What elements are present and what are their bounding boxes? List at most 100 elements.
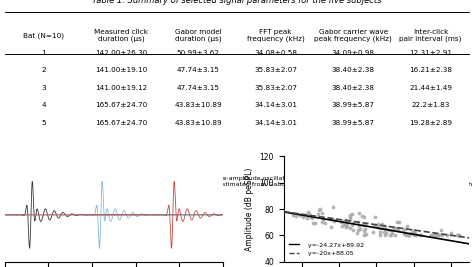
Point	[386, 233, 393, 237]
Point	[373, 224, 381, 228]
Point	[401, 232, 408, 236]
Point	[403, 232, 410, 236]
Text: Click duration is measured from waveform amplitude, including low-amplitude osci: Click duration is measured from waveform…	[9, 176, 473, 192]
Point	[389, 228, 396, 232]
Point	[430, 233, 438, 237]
Point	[305, 212, 313, 216]
Point	[382, 227, 390, 231]
Point	[296, 213, 304, 217]
Point	[338, 224, 346, 229]
Point	[382, 227, 389, 231]
Point	[340, 221, 347, 225]
Point	[354, 231, 361, 235]
Point	[348, 212, 356, 216]
Point	[319, 220, 326, 224]
Point	[321, 221, 329, 226]
Point	[307, 215, 314, 219]
Point	[391, 226, 399, 230]
Point	[405, 231, 413, 236]
Point	[375, 226, 383, 230]
Point	[356, 226, 364, 231]
Point	[388, 230, 396, 235]
Point	[427, 233, 435, 237]
Point	[346, 226, 353, 230]
Point	[387, 233, 395, 237]
Point	[411, 231, 419, 235]
Point	[331, 218, 338, 222]
Point	[393, 226, 401, 230]
Point	[342, 225, 350, 229]
Point	[346, 213, 354, 217]
Point	[400, 229, 407, 233]
Point	[436, 233, 443, 237]
Point	[381, 233, 389, 237]
Point	[327, 225, 335, 229]
Point	[360, 233, 367, 237]
Point	[292, 214, 300, 218]
Point	[385, 227, 392, 232]
Point	[410, 230, 417, 234]
Point	[456, 233, 463, 237]
Y-axis label: Amplitude (dB peSPL): Amplitude (dB peSPL)	[245, 167, 254, 251]
Point	[342, 218, 350, 222]
Point	[360, 215, 368, 219]
Point	[318, 211, 325, 215]
Point	[309, 216, 316, 220]
Point	[434, 233, 441, 237]
Point	[342, 224, 350, 228]
Point	[304, 210, 312, 214]
Point	[361, 227, 369, 231]
Point	[394, 228, 402, 232]
Point	[412, 233, 420, 237]
Point	[315, 207, 322, 212]
Point	[378, 222, 385, 226]
Point	[430, 232, 438, 237]
Point	[337, 219, 345, 224]
Point	[303, 215, 310, 220]
Point	[407, 230, 414, 235]
Point	[356, 223, 363, 228]
Point	[355, 220, 362, 224]
Point	[403, 224, 411, 228]
Point	[327, 217, 335, 221]
Point	[346, 215, 354, 219]
Point	[290, 213, 297, 217]
Point	[299, 215, 307, 219]
Point	[341, 222, 349, 227]
Point	[390, 225, 398, 230]
Point	[343, 224, 351, 228]
Point	[348, 223, 356, 227]
Text: Table 1. Summary of selected signal parameters for the five subjects: Table 1. Summary of selected signal para…	[92, 0, 382, 5]
Point	[360, 229, 368, 233]
Point	[316, 207, 323, 211]
Point	[428, 233, 435, 237]
Point	[395, 220, 403, 224]
Point	[358, 214, 366, 218]
Point	[382, 224, 389, 228]
Point	[343, 221, 350, 225]
Point	[410, 233, 418, 237]
Point	[438, 233, 446, 237]
Point	[437, 228, 445, 232]
Point	[380, 230, 388, 234]
Point	[417, 233, 424, 237]
Point	[410, 229, 418, 234]
Point	[329, 205, 337, 210]
Point	[354, 228, 362, 233]
Point	[378, 226, 385, 230]
Point	[311, 221, 319, 225]
Point	[314, 211, 322, 216]
Point	[350, 228, 357, 232]
Point	[402, 233, 410, 237]
Point	[393, 220, 401, 225]
Point	[340, 219, 347, 223]
Point	[430, 233, 438, 237]
Point	[310, 221, 317, 225]
Point	[405, 233, 412, 237]
Point	[370, 224, 377, 228]
Point	[363, 232, 370, 236]
Point	[349, 221, 356, 225]
Legend:   y=-24.27x+89.92,   y=-20x+88.05: y=-24.27x+89.92, y=-20x+88.05	[287, 240, 366, 258]
Point	[362, 222, 369, 226]
Point	[454, 233, 461, 237]
